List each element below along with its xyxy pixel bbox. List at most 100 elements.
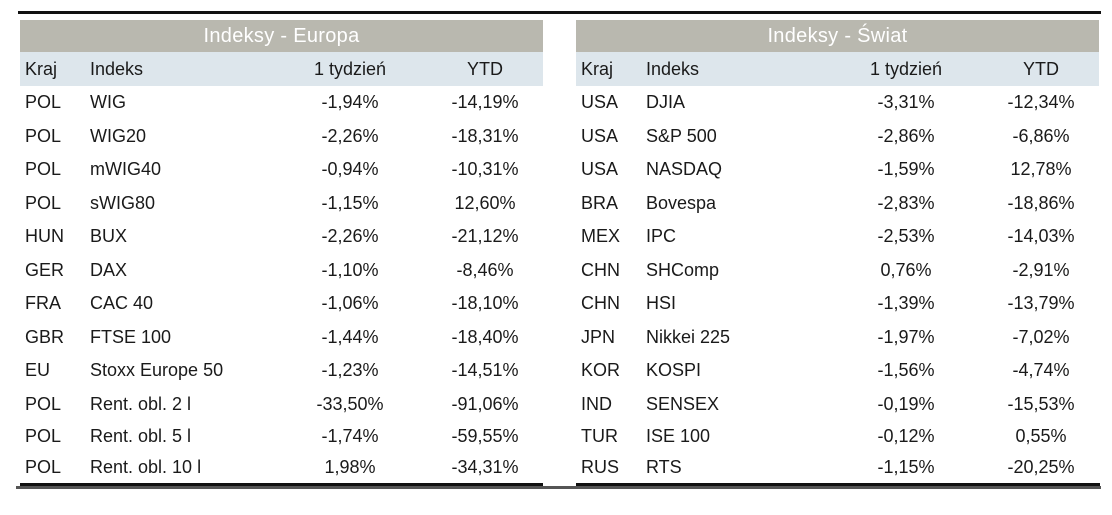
cell-country: POL [25, 426, 62, 446]
cell-index: DJIA [646, 92, 686, 112]
cell-ytd: -15,53% [1007, 393, 1075, 414]
cell-week: -1,56% [877, 360, 935, 380]
table-row: CHN HSI -1,39% -13,79% [576, 287, 1099, 321]
cell-week: -1,44% [321, 326, 379, 347]
cell-ytd: 0,55% [1015, 426, 1067, 446]
table-row: USA NASDAQ -1,59% 12,78% [576, 153, 1099, 187]
cell-week: -1,39% [877, 293, 935, 313]
cell-country: EU [25, 360, 51, 380]
cell-index: Nikkei 225 [646, 326, 731, 347]
cell-country: POL [25, 393, 62, 414]
cell-week: -2,86% [877, 125, 935, 146]
table-row: POL Rent. obl. 2 l -33,50% -91,06% [20, 388, 543, 422]
cell-country: IND [581, 393, 612, 414]
cell-index: NASDAQ [646, 159, 723, 179]
cell-week: -0,12% [877, 426, 935, 446]
cell-week: -1,15% [321, 192, 379, 213]
cell-index: BUX [90, 226, 128, 246]
header-week: 1 tydzień [869, 59, 943, 79]
table-row: POL sWIG80 -1,15% 12,60% [20, 187, 543, 221]
cell-index: WIG [90, 92, 126, 112]
header-week: 1 tydzień [313, 59, 387, 79]
cell-week: 1,98% [324, 457, 376, 477]
table-row: EU Stoxx Europe 50 -1,23% -14,51% [20, 354, 543, 388]
cell-index: DAX [90, 259, 128, 280]
cell-ytd: -12,34% [1007, 92, 1075, 112]
cell-ytd: -14,51% [451, 360, 519, 380]
cell-country: POL [25, 125, 62, 146]
cell-ytd: -20,25% [1007, 457, 1075, 477]
table-row: HUN BUX -2,26% -21,12% [20, 220, 543, 254]
cell-country: HUN [25, 226, 64, 246]
cell-index: S&P 500 [646, 125, 717, 146]
cell-index: SHComp [646, 259, 720, 280]
cell-country: CHN [581, 293, 620, 313]
cell-week: -2,26% [321, 226, 379, 246]
table-row: USA S&P 500 -2,86% -6,86% [576, 120, 1099, 154]
cell-country: POL [25, 159, 62, 179]
cell-index: Stoxx Europe 50 [90, 360, 224, 380]
cell-country: GER [25, 259, 65, 280]
cell-index: Rent. obl. 10 l [90, 457, 202, 477]
table-title: Indeksy - Europa [20, 20, 543, 52]
cell-country: POL [25, 192, 62, 213]
header-ytd: YTD [467, 59, 503, 79]
cell-country: TUR [581, 426, 618, 446]
table-row: POL Rent. obl. 10 l 1,98% -34,31% [20, 452, 543, 483]
cell-ytd: -21,12% [451, 226, 519, 246]
cell-week: -0,94% [321, 159, 379, 179]
cell-ytd: -13,79% [1007, 293, 1075, 313]
header-ytd: YTD [1023, 59, 1059, 79]
cell-index: SENSEX [646, 393, 720, 414]
world-table: Indeksy - Świat Kraj Indeks 1 tydzień YTD USA… [576, 20, 1099, 483]
table-row: RUS RTS -1,15% -20,25% [576, 452, 1099, 483]
table-row: KOR KOSPI -1,56% -4,74% [576, 354, 1099, 388]
cell-week: -0,19% [877, 393, 935, 414]
header-index: Indeks [90, 59, 144, 79]
cell-index: Rent. obl. 5 l [90, 426, 192, 446]
table-row: GBR FTSE 100 -1,44% -18,40% [20, 321, 543, 355]
cell-ytd: -2,91% [1012, 259, 1070, 280]
cell-country: USA [581, 92, 619, 112]
table-row: JPN Nikkei 225 -1,97% -7,02% [576, 321, 1099, 355]
table-row: POL WIG20 -2,26% -18,31% [20, 120, 543, 154]
cell-week: -2,83% [877, 192, 935, 213]
cell-index: HSI [646, 293, 677, 313]
cell-ytd: -14,19% [451, 92, 519, 112]
cell-index: ISE 100 [646, 426, 711, 446]
cell-ytd: -14,03% [1007, 226, 1075, 246]
cell-week: -1,23% [321, 360, 379, 380]
cell-ytd: -7,02% [1012, 326, 1070, 347]
cell-country: JPN [581, 326, 616, 347]
cell-ytd: -18,40% [451, 326, 519, 347]
cell-index: IPC [646, 226, 677, 246]
cell-ytd: -4,74% [1012, 360, 1070, 380]
bottom-rule [16, 486, 1101, 489]
table-row: POL mWIG40 -0,94% -10,31% [20, 153, 543, 187]
cell-index: KOSPI [646, 360, 702, 380]
cell-ytd: -34,31% [451, 457, 519, 477]
cell-ytd: -6,86% [1012, 125, 1070, 146]
cell-index: Rent. obl. 2 l [90, 393, 192, 414]
table-row: BRA Bovespa -2,83% -18,86% [576, 187, 1099, 221]
cell-country: MEX [581, 226, 621, 246]
cell-ytd: 12,60% [454, 192, 516, 213]
cell-country: GBR [25, 326, 65, 347]
cell-country: BRA [581, 192, 619, 213]
cell-ytd: -91,06% [451, 393, 519, 414]
header-country: Kraj [25, 59, 58, 79]
cell-week: -1,74% [321, 426, 379, 446]
cell-country: USA [581, 125, 619, 146]
table-row: MEX IPC -2,53% -14,03% [576, 220, 1099, 254]
cell-ytd: -18,31% [451, 125, 519, 146]
table-title: Indeksy - Świat [576, 20, 1099, 52]
cell-week: -2,26% [321, 125, 379, 146]
cell-ytd: 12,78% [1010, 159, 1072, 179]
header-row: Kraj Indeks 1 tydzień YTD [576, 52, 1099, 86]
cell-index: FTSE 100 [90, 326, 172, 347]
cell-index: sWIG80 [90, 192, 156, 213]
header-country: Kraj [581, 59, 614, 79]
cell-country: USA [581, 159, 619, 179]
world-bottom-rule [576, 483, 1100, 486]
cell-country: RUS [581, 457, 620, 477]
